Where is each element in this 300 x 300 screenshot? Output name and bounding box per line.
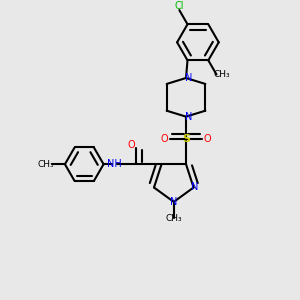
Text: O: O: [160, 134, 168, 144]
Text: CH₃: CH₃: [37, 160, 54, 169]
Text: Cl: Cl: [175, 1, 184, 11]
Text: NH: NH: [107, 159, 122, 169]
Text: N: N: [185, 112, 193, 122]
Text: S: S: [182, 134, 190, 144]
Text: CH₃: CH₃: [166, 214, 182, 223]
Text: N: N: [185, 73, 193, 83]
Text: N: N: [170, 197, 178, 208]
Text: O: O: [204, 134, 212, 144]
Text: CH₃: CH₃: [214, 70, 230, 79]
Text: O: O: [127, 140, 135, 150]
Text: N: N: [191, 182, 199, 193]
